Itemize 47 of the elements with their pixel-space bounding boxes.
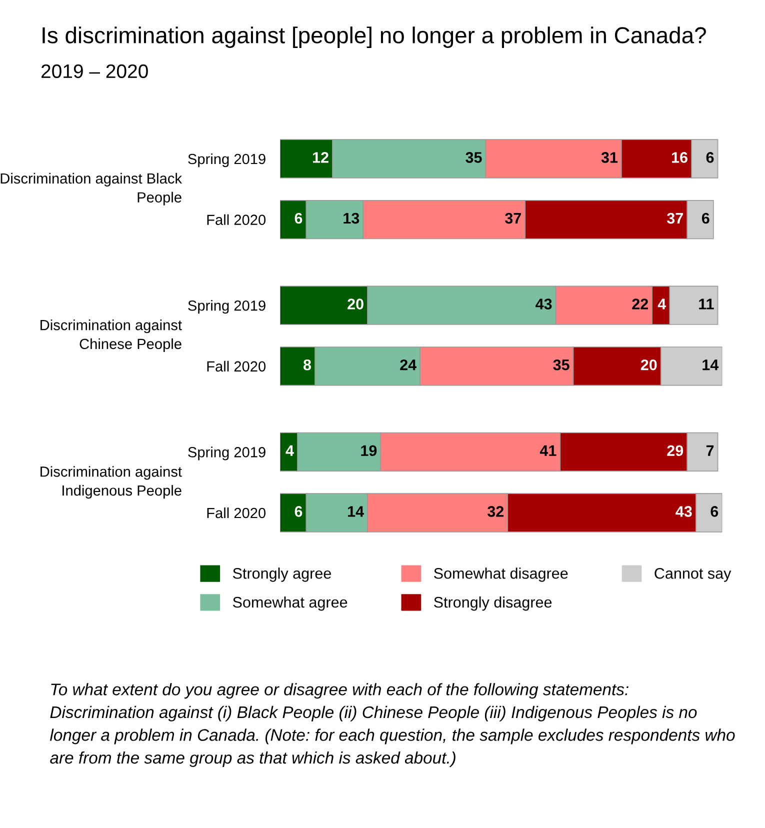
data-label: 29 xyxy=(667,445,684,456)
data-label: 6 xyxy=(702,212,710,224)
data-label: 31 xyxy=(601,152,618,163)
data-label: 6 xyxy=(710,506,718,517)
y-tick-label: Fall 2020 xyxy=(207,214,266,226)
text: Discrimination against Indigenous People xyxy=(40,466,182,499)
y-tick-label: Spring 2019 xyxy=(188,153,266,168)
data-label: 35 xyxy=(553,359,570,370)
data-label: 6 xyxy=(294,506,302,517)
data-label: 8 xyxy=(304,359,312,370)
data-label: 43 xyxy=(536,298,552,310)
data-label: 19 xyxy=(361,445,377,456)
data-label: 14 xyxy=(348,506,364,517)
text: Discrimination against Black People xyxy=(0,172,182,206)
text: To what extent do you agree or disagree with each of the following statements: Discrimination against (i) Black People (ii) Chinese People (iii) Indigenous Peoples is no longer a problem in Canada. (Note: for each question, the sample excludes respondents who are from the same group as that which is asked about.) xyxy=(50,683,735,767)
text: Discrimination against Chinese People xyxy=(40,320,182,352)
data-label: 16 xyxy=(672,152,688,163)
chart-title: Is discrimination against [people] no longer a problem in Canada? xyxy=(42,26,706,48)
data-label: 24 xyxy=(400,359,416,370)
data-label: 13 xyxy=(344,212,360,224)
y-tick-label: Spring 2019 xyxy=(188,446,266,460)
data-label: 4 xyxy=(658,298,666,310)
data-label: 4 xyxy=(286,445,294,456)
legend-label: Strongly disagree xyxy=(434,596,552,611)
legend-label: Somewhat agree xyxy=(232,596,348,611)
data-label: 14 xyxy=(702,360,719,370)
data-label: 43 xyxy=(676,506,692,517)
data-label: 22 xyxy=(632,298,648,310)
data-label: 37 xyxy=(666,212,683,224)
legend-label: Cannot say xyxy=(654,568,732,582)
legend-label: Strongly agree xyxy=(232,568,331,582)
data-label: 32 xyxy=(488,506,504,517)
y-tick-label: Fall 2020 xyxy=(207,507,266,518)
data-label: 6 xyxy=(706,152,714,163)
data-label: 12 xyxy=(312,152,328,163)
data-label: 7 xyxy=(706,445,714,456)
data-label: 41 xyxy=(540,445,556,456)
data-label: 6 xyxy=(294,212,302,224)
y-tick-label: Fall 2020 xyxy=(207,360,266,372)
data-label: 20 xyxy=(640,359,657,370)
legend-label: Somewhat disagree xyxy=(434,568,568,582)
text: 2019 – 2020 xyxy=(42,64,148,78)
data-label: 20 xyxy=(348,298,364,310)
y-tick-label: Spring 2019 xyxy=(188,300,266,314)
data-label: 11 xyxy=(699,298,714,310)
data-label: 35 xyxy=(466,152,482,163)
data-label: 37 xyxy=(505,212,521,224)
